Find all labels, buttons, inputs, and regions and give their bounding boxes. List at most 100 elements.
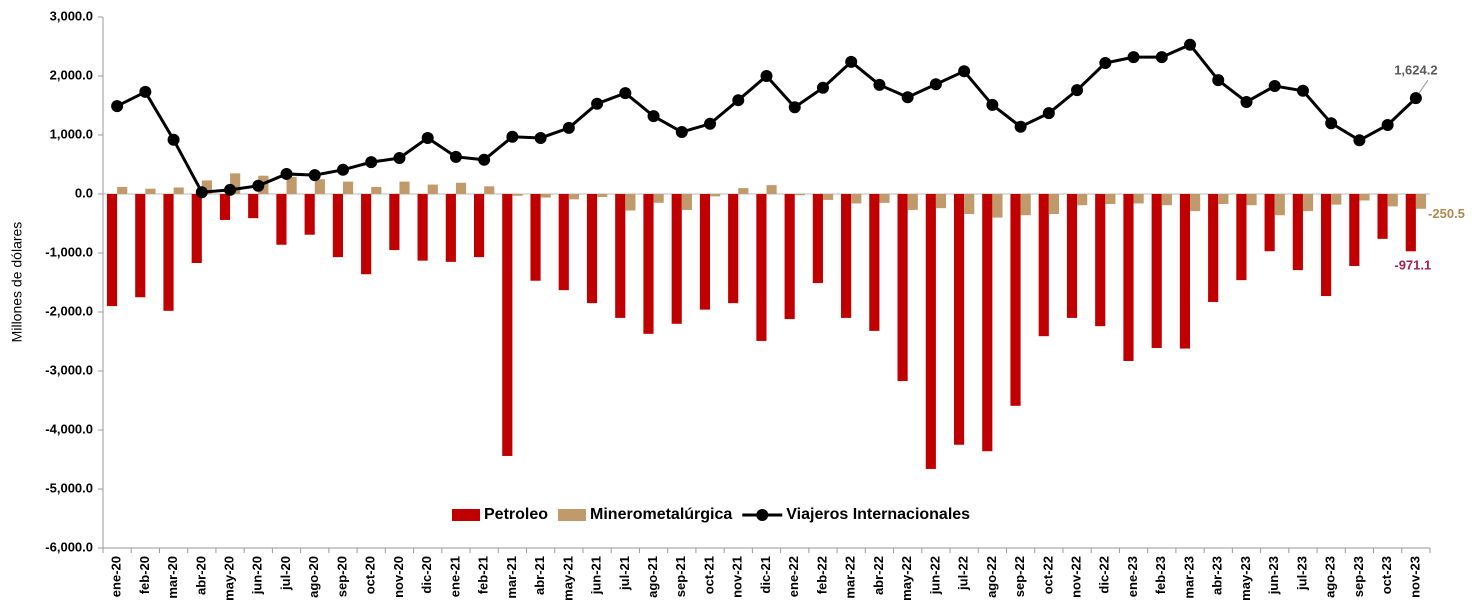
- x-tick-label: dic-21: [758, 556, 773, 594]
- bar: [794, 194, 805, 196]
- bar: [332, 194, 343, 258]
- bar: [173, 187, 184, 194]
- line-marker: [280, 167, 293, 180]
- bar: [427, 184, 438, 194]
- bar: [738, 188, 749, 194]
- bar: [841, 194, 852, 318]
- line-marker: [675, 126, 688, 139]
- bar: [145, 188, 156, 194]
- line-marker: [111, 100, 124, 113]
- bar: [361, 194, 372, 275]
- bar: [586, 194, 598, 304]
- bar: [1151, 194, 1162, 348]
- x-tick-label: may-22: [899, 556, 914, 601]
- bar: [455, 182, 467, 194]
- bar: [304, 194, 315, 235]
- line-marker: [958, 65, 971, 78]
- line-marker: [1071, 84, 1084, 97]
- bar: [371, 186, 382, 194]
- bar: [1190, 194, 1201, 212]
- bar: [484, 186, 495, 194]
- bar: [597, 194, 608, 197]
- line-marker: [139, 85, 152, 98]
- x-tick-label: feb-23: [1153, 556, 1168, 594]
- x-tick-label: sep-20: [334, 556, 349, 597]
- bar: [502, 194, 513, 456]
- x-tick-label: abr-20: [193, 556, 208, 595]
- x-tick-label: jul-21: [617, 556, 632, 591]
- line-marker: [591, 97, 604, 110]
- bar: [1359, 194, 1370, 201]
- line-marker: [1014, 120, 1027, 133]
- x-tick-label: nov-22: [1069, 556, 1084, 598]
- bar: [1123, 194, 1134, 361]
- bar: [992, 194, 1003, 218]
- x-tick-label: sep-21: [673, 556, 688, 597]
- legend-swatch: [558, 509, 587, 521]
- line-marker: [1353, 134, 1366, 147]
- bar: [1077, 194, 1088, 206]
- line-marker: [449, 150, 462, 163]
- line-marker: [929, 78, 942, 91]
- x-tick-label: nov-23: [1407, 556, 1422, 598]
- y-tick-label: -5,000.0: [45, 480, 93, 495]
- x-tick-label: ago-20: [306, 556, 321, 598]
- data-label: 1,624.2: [1394, 63, 1437, 78]
- bar: [1020, 194, 1031, 216]
- bar: [314, 179, 325, 194]
- bar: [643, 194, 654, 334]
- leader-line: [1418, 79, 1429, 94]
- bar: [953, 194, 965, 445]
- bar: [117, 186, 128, 194]
- x-tick-label: mar-21: [504, 556, 519, 599]
- bar: [558, 194, 569, 291]
- x-tick-label: jun-21: [589, 556, 604, 595]
- bar: [1048, 194, 1060, 215]
- bar: [615, 194, 626, 318]
- bar: [925, 194, 936, 469]
- x-tick-label: jul-23: [1294, 556, 1309, 591]
- bar: [1179, 194, 1191, 349]
- y-tick-label: 0.0: [75, 185, 93, 200]
- bar: [135, 194, 146, 298]
- bar: [710, 194, 721, 197]
- x-tick-label: dic-22: [1097, 556, 1112, 594]
- bar: [699, 194, 711, 310]
- line-marker: [1099, 57, 1112, 70]
- x-tick-label: ago-21: [645, 556, 660, 598]
- x-tick-label: sep-23: [1351, 556, 1366, 597]
- bar: [1010, 194, 1021, 406]
- x-tick-label: may-23: [1238, 556, 1253, 601]
- line-marker: [788, 101, 801, 114]
- line-marker: [167, 133, 180, 146]
- bar: [681, 194, 692, 210]
- line-marker: [506, 130, 519, 143]
- x-tick-label: mar-23: [1181, 556, 1196, 599]
- line-marker: [562, 121, 575, 134]
- bar: [417, 194, 428, 261]
- bar: [851, 194, 862, 204]
- bar: [276, 194, 287, 245]
- x-tick-label: jun-23: [1266, 556, 1281, 595]
- line-marker: [704, 117, 717, 130]
- bar: [1387, 194, 1398, 207]
- x-tick-label: oct-23: [1379, 556, 1394, 594]
- bar: [1105, 194, 1116, 205]
- line-marker: [1240, 95, 1253, 108]
- x-tick-label: may-21: [560, 556, 575, 601]
- bar: [342, 181, 354, 194]
- bar: [1377, 194, 1388, 239]
- line-marker: [252, 179, 265, 192]
- bar: [191, 194, 202, 264]
- bar: [653, 194, 664, 203]
- bar: [201, 180, 212, 194]
- x-tick-label: jul-20: [278, 556, 293, 591]
- bar: [1066, 194, 1078, 318]
- bar: [1349, 194, 1360, 266]
- x-tick-label: oct-21: [701, 556, 716, 594]
- line-marker: [619, 87, 632, 100]
- line-marker: [1042, 107, 1055, 120]
- x-tick-label: mar-22: [843, 556, 858, 599]
- line-marker: [1325, 117, 1338, 130]
- bar: [230, 173, 241, 194]
